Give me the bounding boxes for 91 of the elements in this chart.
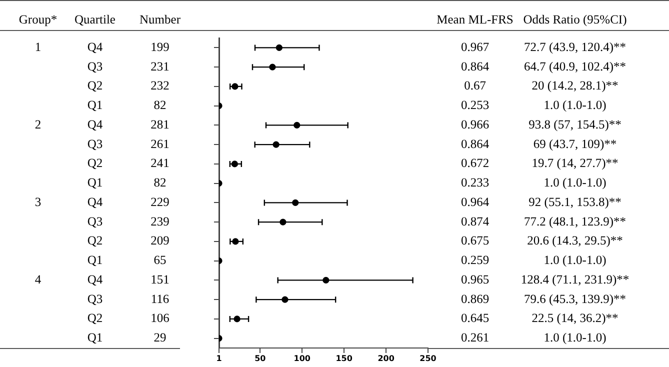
text: Group* — [18, 12, 58, 26]
text: 0.261 — [460, 330, 490, 345]
text: 0.869 — [460, 292, 490, 306]
text: 20 (14.2, 28.1)** — [532, 78, 618, 93]
text: Q3 — [87, 59, 103, 74]
text: 3 — [34, 194, 42, 209]
text: 22.5 (14, 36.2)** — [532, 311, 618, 326]
point — [294, 122, 300, 128]
text: Q3 — [87, 214, 103, 228]
text: 82 — [154, 98, 166, 112]
point — [292, 199, 299, 206]
text: Quartile — [74, 12, 116, 26]
text: 82 — [154, 176, 166, 190]
text: 0.233 — [460, 176, 490, 190]
text: 0.874 — [460, 214, 490, 228]
text: Q1 — [87, 98, 103, 112]
point — [280, 218, 286, 226]
text: Q2 — [87, 311, 103, 326]
text: Q1 — [87, 330, 103, 345]
text: 281 — [150, 117, 170, 132]
text: Q2 — [87, 234, 103, 248]
text: 0.966 — [460, 117, 490, 132]
text: 0.675 — [460, 234, 490, 248]
text: 209 — [150, 234, 170, 248]
text: 1.0 (1.0-1.0) — [544, 176, 606, 190]
text: 1.0 (1.0-1.0) — [544, 253, 606, 268]
text: 2 — [34, 117, 42, 132]
text: 92 (55.1, 153.8)** — [528, 194, 622, 209]
text: Q4 — [87, 272, 104, 286]
text: 65 — [154, 253, 166, 268]
text: 0.67 — [464, 78, 486, 93]
text: Q2 — [87, 78, 103, 93]
text: Mean ML-FRS — [436, 12, 514, 26]
text: 0.965 — [460, 272, 490, 286]
text: 229 — [150, 194, 170, 209]
text: Number — [140, 12, 182, 26]
text: 241 — [150, 156, 170, 170]
x-tick-label: 200 — [378, 354, 395, 363]
text: 0.672 — [460, 156, 490, 170]
text: 151 — [150, 272, 170, 286]
point — [322, 276, 330, 284]
point — [269, 64, 276, 70]
text: 29 — [154, 330, 166, 345]
text: 128.4 (71.1, 231.9)** — [520, 272, 630, 286]
x-tick-label: 1 — [216, 354, 222, 363]
text: 231 — [150, 59, 170, 74]
text: 64.7 (40.9, 102.4)** — [524, 59, 626, 74]
x-tick-label: 50 — [254, 354, 266, 363]
point — [231, 160, 238, 168]
text: Q4 — [87, 117, 104, 132]
text: 69 (43.7, 109)** — [533, 136, 617, 151]
text: Q3 — [87, 292, 103, 306]
x-tick-label: 150 — [336, 354, 353, 363]
text: Q2 — [87, 156, 103, 170]
text: 0.259 — [460, 253, 490, 268]
text: 19.7 (14, 27.7)** — [532, 156, 618, 170]
text: 106 — [150, 311, 170, 326]
point — [276, 44, 282, 51]
text: 232 — [150, 78, 170, 93]
point — [272, 141, 280, 148]
x-tick-label: 250 — [420, 354, 437, 363]
text: Q1 — [87, 253, 103, 268]
text: 79.6 (45.3, 139.9)** — [524, 292, 626, 306]
point — [232, 83, 238, 90]
text: 0.864 — [460, 59, 490, 74]
text: 261 — [150, 136, 170, 151]
x-tick-label: 100 — [294, 354, 311, 363]
text: 1.0 (1.0-1.0) — [544, 330, 606, 345]
text: 1 — [34, 40, 42, 54]
text: 0.964 — [460, 194, 490, 209]
text: 0.864 — [460, 136, 490, 151]
text: Odds Ratio (95%CI) — [523, 12, 627, 26]
point — [234, 316, 240, 322]
point — [232, 238, 239, 245]
text: 4 — [34, 272, 42, 286]
text: 0.645 — [460, 311, 490, 326]
text: 239 — [150, 214, 170, 228]
text: 93.8 (57, 154.5)** — [528, 117, 622, 132]
text: 72.7 (43.9, 120.4)** — [524, 40, 626, 54]
text: 1.0 (1.0-1.0) — [544, 98, 606, 112]
text: Q4 — [87, 40, 104, 54]
text: 116 — [150, 292, 170, 306]
text: Q1 — [87, 176, 103, 190]
text: Q3 — [87, 136, 103, 151]
text: 0.253 — [460, 98, 490, 112]
point — [282, 296, 288, 303]
text: 20.6 (14.3, 29.5)** — [527, 234, 623, 248]
text: Q4 — [87, 194, 104, 209]
text: 0.967 — [460, 40, 490, 54]
text: 77.2 (48.1, 123.9)** — [524, 214, 626, 228]
text: 199 — [150, 40, 170, 54]
